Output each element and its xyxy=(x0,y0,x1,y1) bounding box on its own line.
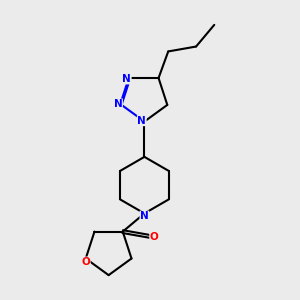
Text: N: N xyxy=(122,74,131,84)
Text: O: O xyxy=(150,232,158,242)
Text: N: N xyxy=(114,99,122,109)
Text: N: N xyxy=(140,211,149,221)
Text: O: O xyxy=(81,257,90,267)
Text: N: N xyxy=(137,116,146,126)
